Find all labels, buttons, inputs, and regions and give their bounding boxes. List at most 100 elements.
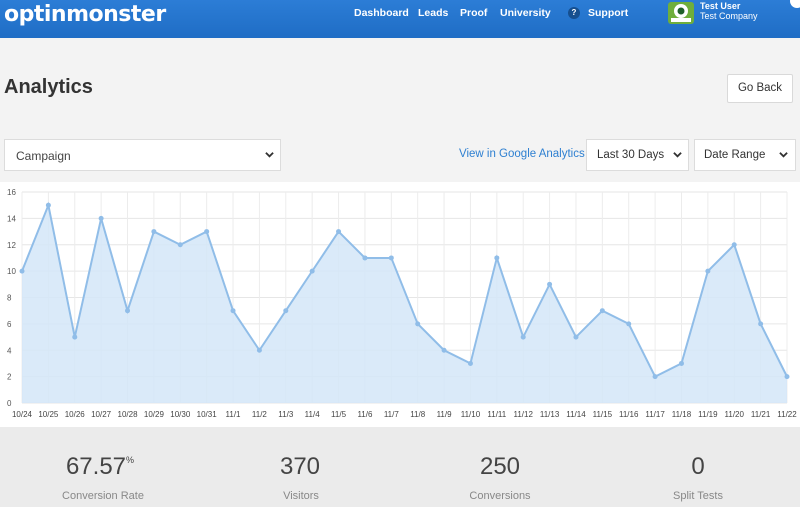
y-tick-label: 8 bbox=[7, 294, 12, 303]
data-point bbox=[204, 229, 210, 235]
data-point bbox=[388, 255, 394, 261]
data-point bbox=[336, 229, 342, 235]
date-range-select[interactable]: Date Range bbox=[694, 139, 796, 171]
x-tick-label: 10/30 bbox=[170, 410, 191, 419]
data-point bbox=[705, 268, 711, 274]
go-back-button[interactable]: Go Back bbox=[727, 74, 793, 103]
stat-split-tests: 0 bbox=[598, 453, 798, 481]
y-tick-label: 6 bbox=[7, 320, 12, 329]
stat-value: 0 bbox=[691, 453, 705, 480]
x-tick-label: 10/31 bbox=[197, 410, 218, 419]
y-tick-label: 12 bbox=[7, 241, 16, 250]
conversion-rate-value: 67.57 bbox=[65, 453, 127, 480]
x-tick-label: 11/13 bbox=[540, 410, 560, 419]
data-point bbox=[125, 308, 131, 314]
nav-proof[interactable]: Proof bbox=[460, 7, 488, 19]
x-tick-label: 11/9 bbox=[437, 410, 453, 419]
nav-leads[interactable]: Leads bbox=[418, 7, 449, 19]
stat-conversions: 250 bbox=[400, 453, 600, 481]
series-line bbox=[21, 201, 788, 378]
data-point bbox=[230, 308, 236, 314]
data-point bbox=[256, 347, 262, 353]
campaign-select-label: Campaign bbox=[16, 149, 71, 163]
stat-value: 67.57% bbox=[0, 453, 200, 481]
analytics-chart: 0 2 4 6 8 10 12 14 16 10/24 10/25 10/26 10/27 10/28 10… bbox=[0, 182, 800, 427]
data-point bbox=[441, 347, 447, 353]
time-range-label: Last 30 Days bbox=[597, 149, 665, 161]
stats-panel: 67.57% Conversion Rate 370 Visitors 250 … bbox=[0, 427, 800, 507]
x-tick-label: 11/15 bbox=[593, 410, 613, 419]
stat-label: Conversion Rate bbox=[62, 490, 144, 502]
monster-avatar-icon[interactable] bbox=[665, 0, 697, 26]
x-tick-label: 10/25 bbox=[38, 410, 59, 419]
y-tick-label: 10 bbox=[7, 267, 16, 276]
percent-unit: % bbox=[126, 455, 135, 465]
chevron-down-icon bbox=[673, 152, 682, 158]
analytics-chart-svg: 0 2 4 6 8 10 12 14 16 10/24 10/25 10/26 10/27 10/28 10… bbox=[7, 188, 797, 419]
data-point bbox=[520, 334, 526, 340]
top-nav-bar: optinmonster Dashboard Leads Proof Unive… bbox=[0, 0, 800, 38]
nav-university[interactable]: University bbox=[500, 7, 551, 19]
x-tick-label: 11/4 bbox=[305, 410, 321, 419]
data-point bbox=[72, 334, 78, 340]
time-range-select[interactable]: Last 30 Days bbox=[586, 139, 689, 171]
x-tick-label: 11/10 bbox=[461, 410, 481, 419]
date-range-label: Date Range bbox=[704, 149, 766, 161]
y-tick-label: 4 bbox=[7, 346, 12, 355]
data-point bbox=[547, 281, 553, 287]
campaign-select[interactable]: Campaign bbox=[4, 139, 281, 171]
data-point bbox=[626, 321, 632, 327]
data-point bbox=[758, 321, 764, 327]
help-icon[interactable]: ? bbox=[568, 7, 580, 19]
data-point bbox=[678, 360, 684, 366]
data-point bbox=[573, 334, 579, 340]
x-tick-label: 11/7 bbox=[384, 410, 400, 419]
data-point bbox=[362, 255, 368, 261]
x-tick-label: 11/11 bbox=[487, 410, 506, 419]
data-point bbox=[731, 242, 737, 248]
x-tick-label: 11/16 bbox=[619, 410, 639, 419]
nav-support[interactable]: Support bbox=[588, 7, 629, 19]
stat-visitors: 370 bbox=[200, 453, 400, 481]
x-tick-label: 11/14 bbox=[566, 410, 586, 419]
x-tick-label: 11/12 bbox=[513, 410, 533, 419]
x-tick-label: 10/28 bbox=[118, 410, 139, 419]
x-tick-label: 10/24 bbox=[12, 410, 33, 419]
data-point bbox=[309, 268, 315, 274]
data-point bbox=[415, 321, 421, 327]
data-point bbox=[151, 229, 157, 235]
data-point bbox=[45, 202, 51, 208]
stat-conversion-rate: 67.57% bbox=[0, 453, 200, 481]
y-tick-label: 2 bbox=[7, 373, 12, 382]
stat-value: 250 bbox=[479, 453, 521, 480]
optinmonster-logo[interactable]: optinmonster bbox=[4, 2, 166, 27]
x-tick-label: 11/6 bbox=[357, 410, 373, 419]
x-tick-label: 11/2 bbox=[252, 410, 268, 419]
x-tick-label: 11/17 bbox=[645, 410, 665, 419]
stat-label: Visitors bbox=[283, 490, 319, 502]
x-tick-label: 11/22 bbox=[777, 410, 797, 419]
x-tick-label: 11/5 bbox=[331, 410, 347, 419]
series-area bbox=[22, 205, 787, 403]
stat-label: Split Tests bbox=[673, 490, 723, 502]
google-analytics-link[interactable]: View in Google Analytics bbox=[459, 148, 585, 160]
x-tick-label: 10/26 bbox=[65, 410, 86, 419]
chevron-down-icon bbox=[779, 152, 788, 158]
x-tick-label: 10/29 bbox=[144, 410, 165, 419]
data-point bbox=[177, 242, 183, 248]
data-point bbox=[283, 308, 289, 314]
stat-value: 370 bbox=[279, 453, 321, 480]
y-tick-label: 0 bbox=[7, 399, 12, 408]
x-tick-label: 11/1 bbox=[226, 410, 242, 419]
nav-dashboard[interactable]: Dashboard bbox=[354, 7, 409, 19]
chevron-down-icon bbox=[265, 152, 274, 158]
x-tick-label: 11/3 bbox=[278, 410, 294, 419]
x-tick-label: 11/20 bbox=[725, 410, 745, 419]
corner-badge bbox=[790, 0, 800, 8]
x-tick-label: 11/19 bbox=[698, 410, 718, 419]
data-point bbox=[652, 374, 658, 380]
data-point bbox=[784, 374, 790, 380]
user-name[interactable]: Test User bbox=[700, 1, 741, 11]
x-tick-label: 11/21 bbox=[751, 410, 771, 419]
y-tick-label: 14 bbox=[7, 214, 16, 223]
